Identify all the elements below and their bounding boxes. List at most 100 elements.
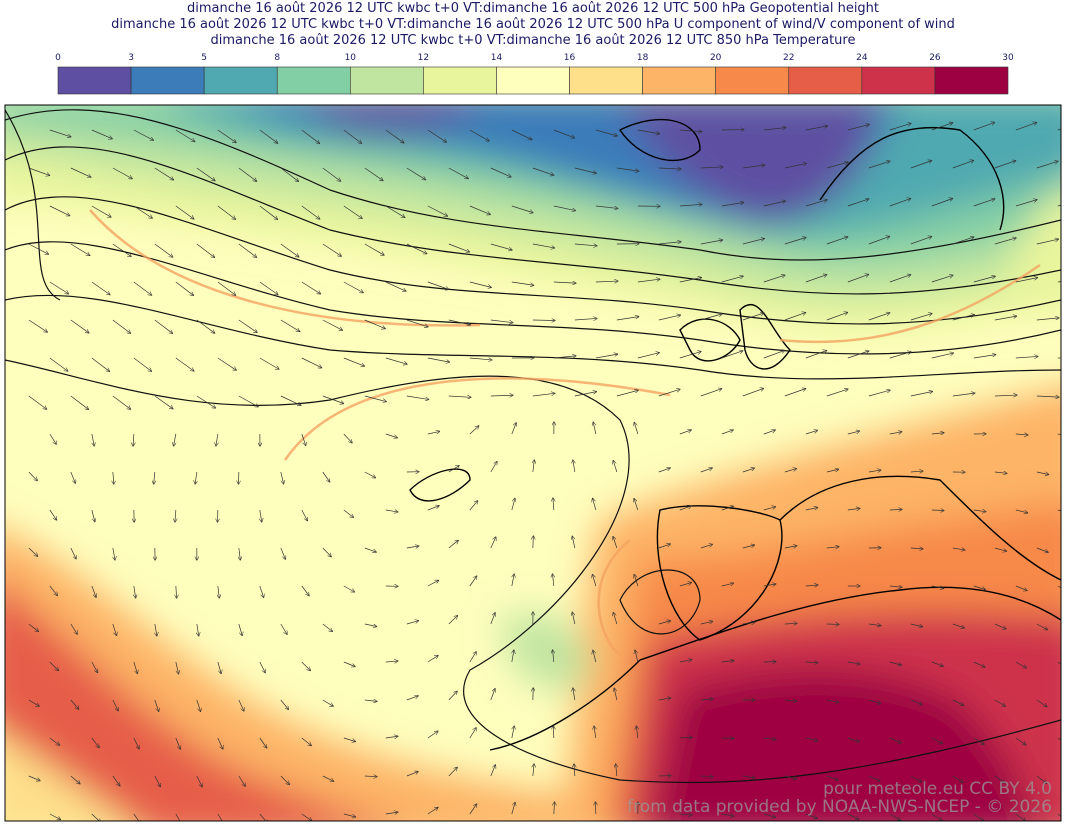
- wind-arrow: [427, 580, 439, 587]
- wind-arrow: [994, 395, 1017, 396]
- wind-arrow: [1036, 396, 1059, 397]
- wind-arrow: [721, 203, 744, 207]
- wind-arrow: [217, 813, 224, 821]
- wind-arrow: [154, 775, 161, 787]
- wind-arrow: [593, 422, 597, 435]
- wind-arrow: [28, 167, 50, 175]
- wind-arrow: [889, 661, 902, 665]
- wind-arrow: [175, 281, 194, 295]
- wind-arrow: [973, 122, 995, 131]
- wind-arrow: [49, 661, 59, 670]
- wind-arrow: [742, 622, 755, 624]
- wind-arrow: [1015, 123, 1037, 131]
- wind-arrow: [49, 737, 60, 745]
- wind-arrow: [322, 623, 332, 631]
- wind-arrow: [91, 205, 111, 217]
- wind-arrow: [1036, 161, 1058, 169]
- wind-arrow: [427, 129, 446, 142]
- wind-arrow: [70, 243, 90, 255]
- wind-arrow: [322, 319, 342, 330]
- wind-arrow: [49, 281, 69, 294]
- wind-arrow: [826, 312, 848, 321]
- wind-arrow: [973, 355, 996, 359]
- wind-arrow: [322, 547, 331, 557]
- wind-arrow: [700, 240, 723, 245]
- wind-arrow: [574, 244, 597, 246]
- wind-arrow: [952, 775, 963, 782]
- wind-arrow: [847, 508, 860, 510]
- wind-arrow: [553, 356, 576, 359]
- wind-arrow: [826, 162, 848, 169]
- wind-arrow: [763, 584, 776, 586]
- wind-arrow: [490, 243, 512, 250]
- wind-arrow: [406, 621, 419, 625]
- wind-arrow: [742, 776, 755, 778]
- colorbar-segment: [642, 66, 716, 95]
- wind-arrow: [280, 471, 284, 484]
- wind-arrow: [700, 699, 713, 700]
- wind-arrow: [889, 586, 902, 587]
- colorbar-tick-label: 10: [345, 53, 357, 63]
- wind-arrow: [217, 737, 223, 749]
- wind-arrow: [448, 243, 470, 252]
- wind-arrow: [322, 395, 344, 404]
- wind-arrow: [511, 498, 515, 511]
- wind-arrow: [112, 243, 131, 256]
- wind-arrow: [868, 313, 890, 321]
- colorbar-tick-label: 24: [856, 53, 868, 63]
- wind-arrow: [195, 471, 197, 484]
- wind-arrow: [385, 205, 405, 217]
- wind-arrow: [679, 583, 691, 587]
- wind-arrow: [112, 395, 131, 409]
- wind-arrow: [931, 353, 953, 359]
- wind-arrow: [595, 354, 618, 359]
- wind-arrow: [742, 165, 765, 169]
- wind-arrow: [679, 737, 692, 738]
- wind-arrow: [784, 700, 797, 701]
- wind-arrow: [574, 167, 596, 173]
- wind-arrow: [343, 813, 356, 817]
- wind-arrow: [512, 726, 514, 739]
- wind-arrow: [511, 423, 516, 435]
- map: [5, 105, 1061, 821]
- wind-arrow: [133, 129, 153, 140]
- colorbar-tick-label: 16: [564, 53, 576, 63]
- title-line: dimanche 16 août 2026 12 UTC kwbc t+0 VT…: [111, 17, 955, 32]
- wind-arrow: [91, 585, 96, 597]
- wind-arrow: [742, 313, 764, 321]
- colorbar-tick-label: 3: [128, 53, 134, 63]
- wind-arrow: [784, 163, 807, 169]
- wind-arrow: [175, 813, 182, 821]
- wind-arrow: [679, 430, 691, 435]
- wind-arrow: [427, 357, 450, 362]
- wind-arrow: [469, 804, 477, 815]
- wind-arrow: [931, 510, 944, 511]
- wind-arrow: [70, 775, 80, 784]
- wind-arrow: [343, 281, 363, 293]
- colorbar-segment: [496, 66, 570, 95]
- wind-arrow: [784, 313, 806, 321]
- wind-arrow: [448, 319, 470, 325]
- wind-arrow: [658, 168, 681, 169]
- wind-arrow: [427, 431, 440, 435]
- wind-arrow: [343, 205, 362, 218]
- wind-arrow: [238, 243, 257, 257]
- wind-arrow: [1057, 661, 1061, 665]
- wind-arrow: [1057, 737, 1061, 741]
- wind-arrow: [826, 237, 848, 245]
- temperature-field: [5, 105, 1061, 821]
- wind-arrow: [573, 688, 575, 701]
- wind-arrow: [553, 129, 575, 138]
- wind-arrow: [868, 161, 890, 169]
- wind-arrow: [679, 204, 702, 206]
- wind-arrow: [448, 167, 468, 179]
- wind-arrow: [952, 548, 965, 550]
- wind-arrow: [847, 199, 869, 207]
- wind-arrow: [805, 126, 828, 131]
- colorbar-segment: [934, 66, 1009, 95]
- wind-arrow: [910, 392, 933, 397]
- wind-arrow: [28, 699, 39, 706]
- wind-arrow: [49, 585, 57, 595]
- wind-arrow: [364, 776, 377, 777]
- wind-arrow: [637, 279, 660, 283]
